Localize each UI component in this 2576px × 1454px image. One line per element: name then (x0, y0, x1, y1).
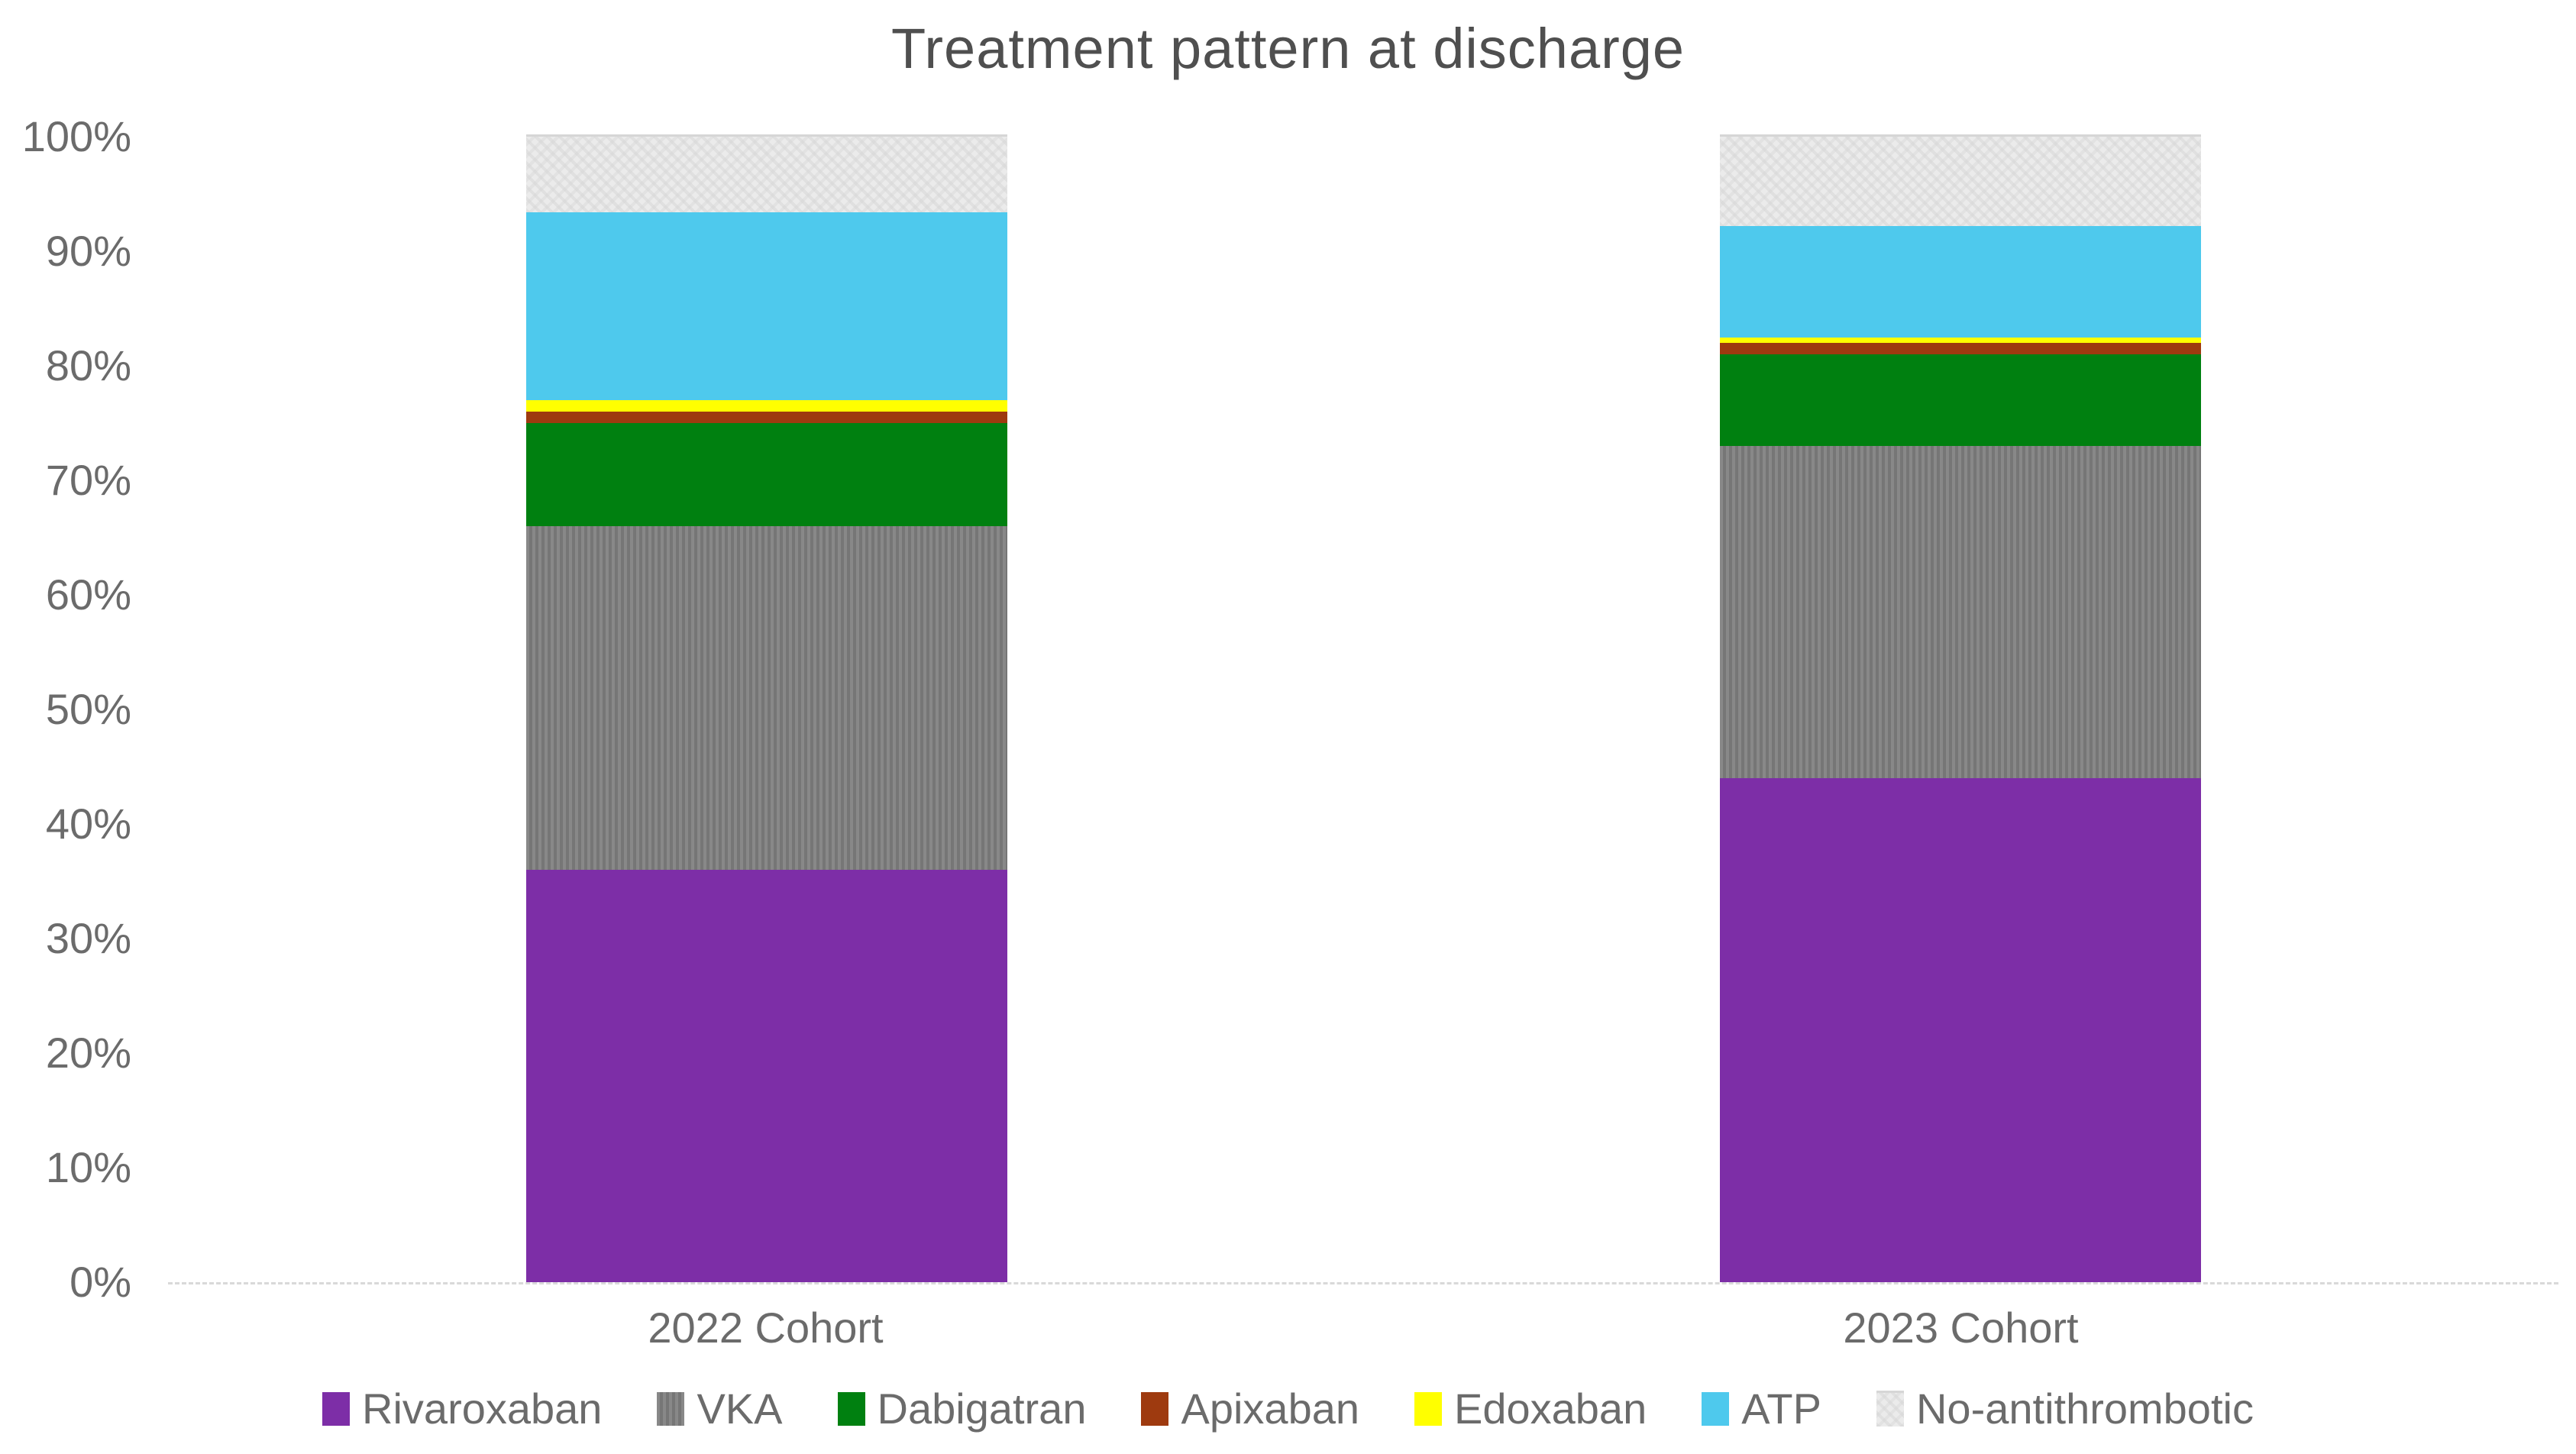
y-axis-tick-label: 60% (45, 570, 131, 619)
legend-swatch-icon (837, 1391, 865, 1426)
bar-segment (1720, 446, 2201, 778)
legend-label: ATP (1741, 1385, 1821, 1433)
stacked-bar (526, 134, 1007, 1282)
plot-area (168, 134, 2558, 1284)
chart-title: Treatment pattern at discharge (890, 17, 1686, 80)
legend-item: Apixaban (1141, 1384, 1359, 1433)
legend-item: VKA (657, 1384, 783, 1433)
legend-swatch-icon (1141, 1391, 1169, 1426)
legend-swatch-icon (1876, 1391, 1904, 1427)
y-axis-tick-label: 50% (45, 685, 131, 733)
legend-swatch-icon (322, 1391, 351, 1426)
bar-segment (526, 134, 1007, 212)
y-axis-tick-label: 20% (45, 1029, 131, 1077)
bar-segment (526, 400, 1007, 412)
legend-item: Rivaroxaban (322, 1384, 602, 1433)
bar-segment (526, 212, 1007, 400)
category-label: 2022 Cohort (648, 1304, 884, 1352)
legend-label: Apixaban (1181, 1385, 1359, 1433)
legend-item: Edoxaban (1414, 1384, 1647, 1433)
bar-segment (1720, 226, 2201, 338)
legend-swatch-icon (1414, 1391, 1442, 1426)
legend-swatch-icon (1702, 1391, 1730, 1426)
bar-segment (526, 412, 1007, 423)
y-axis-tick-label: 80% (45, 341, 131, 389)
legend-label: Edoxaban (1454, 1385, 1647, 1433)
legend-label: Dabigatran (877, 1385, 1087, 1433)
stacked-bar (1720, 134, 2201, 1282)
y-axis-tick-label: 100% (21, 112, 131, 160)
bar-segment (526, 423, 1007, 526)
legend-label: No-antithrombotic (1915, 1385, 2254, 1433)
bar-segment (1720, 343, 2201, 354)
legend: Rivaroxaban VKA Dabigatran Apixaban Edoxaban… (0, 1384, 2576, 1433)
legend-label: Rivaroxaban (362, 1385, 603, 1433)
bar-segment (1720, 134, 2201, 226)
legend-item: Dabigatran (837, 1384, 1087, 1433)
legend-item: ATP (1702, 1384, 1821, 1433)
y-axis-tick-label: 0% (69, 1258, 131, 1306)
y-axis-tick-label: 30% (45, 914, 131, 962)
y-axis-tick-label: 90% (45, 227, 131, 275)
bar-segment (526, 870, 1007, 1282)
category-label: 2023 Cohort (1843, 1304, 2079, 1352)
legend-swatch-icon (657, 1391, 685, 1426)
bar-segment (526, 526, 1007, 870)
x-axis-category-labels: 2022 Cohort 2023 Cohort (168, 1303, 2558, 1352)
bar-segment (1720, 337, 2201, 343)
y-axis-tick-label: 10% (45, 1143, 131, 1191)
bar-segment (1720, 354, 2201, 446)
y-axis-tick-label: 40% (45, 800, 131, 848)
legend-item: No-antithrombotic (1876, 1384, 2254, 1433)
legend-label: VKA (697, 1385, 783, 1433)
bar-segment (1720, 778, 2201, 1282)
y-axis-tick-label: 70% (45, 456, 131, 504)
